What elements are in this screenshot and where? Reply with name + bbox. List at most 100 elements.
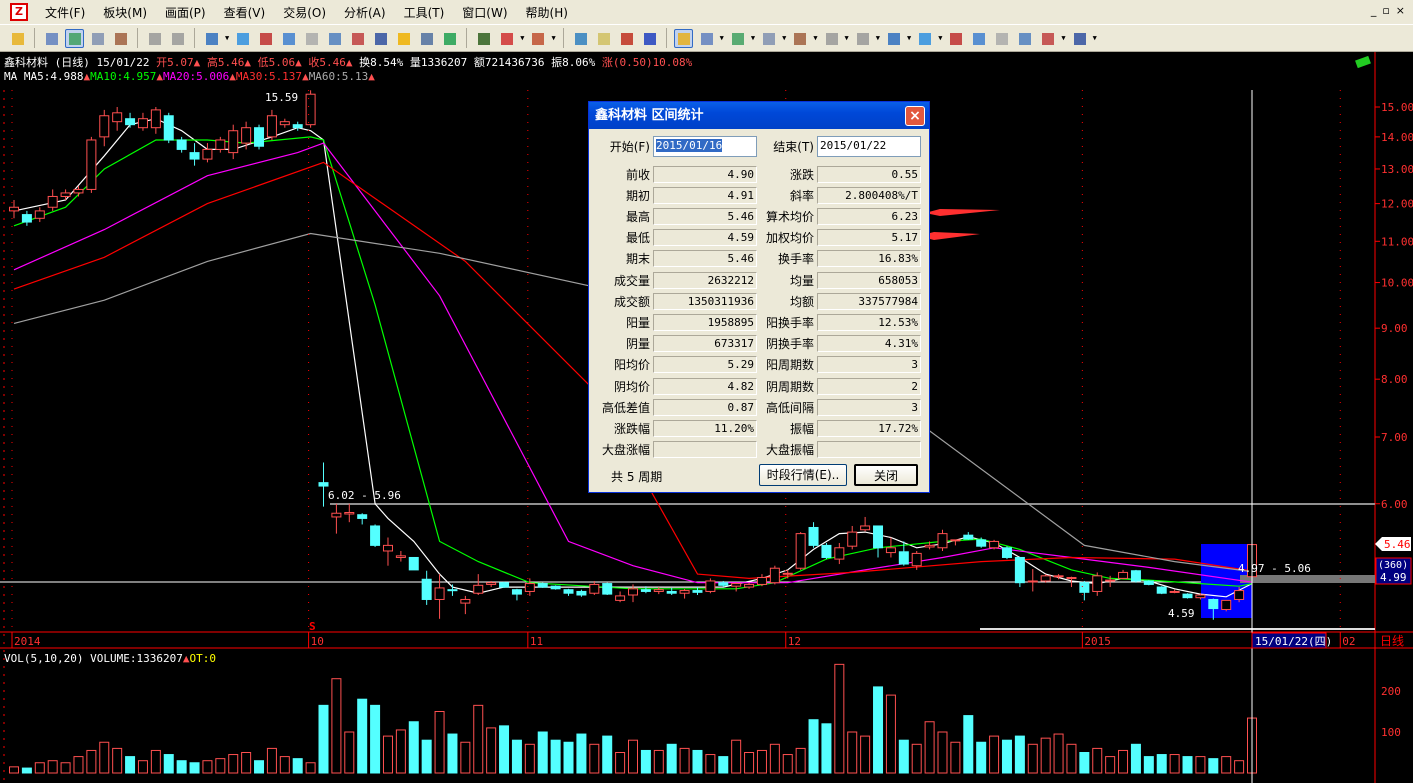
candle[interactable] — [318, 462, 329, 507]
candle[interactable] — [640, 586, 651, 594]
dropdown-arrow-icon[interactable]: ▼ — [906, 34, 912, 42]
copy-icon[interactable] — [325, 29, 344, 48]
candle[interactable] — [756, 574, 767, 587]
candle[interactable] — [486, 580, 497, 588]
candle[interactable] — [408, 556, 419, 571]
candle[interactable] — [511, 588, 522, 601]
candle[interactable] — [576, 589, 587, 597]
candle[interactable] — [898, 541, 909, 566]
period-label[interactable]: 日线 — [1380, 634, 1404, 648]
candle[interactable] — [1040, 574, 1051, 583]
candle[interactable] — [292, 121, 303, 131]
dropdown-arrow-icon[interactable]: ▼ — [813, 34, 818, 42]
candle[interactable] — [537, 582, 548, 588]
candle[interactable] — [834, 543, 845, 565]
candle[interactable] — [1001, 546, 1012, 560]
settings-icon[interactable] — [1070, 29, 1089, 48]
candle[interactable] — [370, 524, 381, 547]
candle[interactable] — [254, 124, 265, 150]
dropdown-arrow-icon[interactable]: ▼ — [782, 34, 787, 42]
start-date-input[interactable]: 2015/01/16 — [653, 135, 757, 157]
candle[interactable] — [305, 90, 316, 128]
menu-file[interactable]: 文件(F) — [45, 5, 86, 20]
chart-icon[interactable] — [65, 28, 84, 48]
status-icon[interactable] — [1355, 55, 1371, 69]
candle[interactable] — [163, 112, 174, 144]
dropdown-arrow-icon[interactable]: ▼ — [1092, 34, 1097, 42]
dropdown-arrow-icon[interactable]: ▼ — [1061, 34, 1066, 42]
candle[interactable] — [873, 525, 884, 558]
candle[interactable] — [34, 207, 45, 223]
grid-icon[interactable] — [759, 29, 778, 48]
period-quote-button[interactable]: 时段行情(E).. — [759, 464, 847, 486]
candle[interactable] — [21, 210, 32, 226]
candle[interactable] — [344, 503, 355, 523]
candle[interactable] — [447, 584, 458, 596]
line-icon[interactable] — [697, 29, 716, 48]
dropdown-arrow-icon[interactable]: ▼ — [719, 34, 724, 42]
ruler-icon[interactable] — [279, 29, 298, 48]
candle[interactable] — [1195, 593, 1206, 600]
candle[interactable] — [1079, 580, 1090, 601]
candle[interactable] — [473, 574, 484, 595]
menu-trade[interactable]: 交易(O) — [283, 5, 326, 20]
candle[interactable] — [795, 532, 806, 570]
candle[interactable] — [421, 570, 432, 605]
candle[interactable] — [1066, 576, 1077, 588]
candle[interactable] — [911, 550, 922, 570]
candle[interactable] — [666, 587, 677, 595]
candle[interactable] — [950, 539, 961, 546]
menu-sector[interactable]: 板块(M) — [103, 5, 147, 20]
color-icon[interactable] — [1038, 29, 1057, 48]
candle[interactable] — [395, 550, 406, 562]
candle[interactable] — [1053, 574, 1064, 580]
copy-draw-icon[interactable] — [969, 29, 988, 48]
minimize-button[interactable]: _ — [1370, 4, 1377, 17]
stock-list-icon[interactable] — [42, 29, 61, 48]
letter-icon[interactable] — [946, 29, 965, 48]
candle[interactable] — [976, 537, 987, 548]
monitor-icon[interactable] — [571, 29, 590, 48]
zoom-in-icon[interactable] — [256, 29, 275, 48]
menu-help[interactable]: 帮助(H) — [525, 5, 568, 20]
candle[interactable] — [9, 200, 19, 219]
report-icon[interactable] — [371, 29, 390, 48]
candle[interactable] — [86, 136, 97, 193]
candle[interactable] — [460, 595, 471, 615]
switch-icon[interactable] — [202, 29, 221, 48]
candle[interactable] — [228, 124, 239, 160]
candle[interactable] — [885, 537, 896, 558]
candle[interactable] — [653, 587, 664, 595]
updown-icon[interactable] — [617, 29, 636, 48]
candle[interactable] — [266, 109, 277, 140]
dialog-close-icon[interactable]: × — [905, 106, 925, 126]
candle[interactable] — [241, 121, 252, 150]
candle[interactable] — [937, 529, 948, 551]
undo-icon[interactable] — [145, 29, 164, 48]
candle[interactable] — [615, 591, 626, 603]
candle[interactable] — [1027, 569, 1038, 592]
channel-icon[interactable] — [822, 29, 841, 48]
menu-analysis[interactable]: 分析(A) — [344, 5, 386, 20]
dropdown-arrow-icon[interactable]: ▼ — [225, 34, 230, 42]
close-button[interactable]: 关闭 — [854, 464, 918, 486]
kline-icon[interactable] — [474, 29, 493, 48]
candle[interactable] — [1130, 569, 1141, 583]
candle[interactable] — [357, 513, 368, 525]
close-window-button[interactable]: × — [1395, 4, 1405, 17]
tools-icon[interactable] — [111, 29, 130, 48]
candle[interactable] — [1014, 556, 1025, 588]
list-icon[interactable] — [497, 29, 516, 48]
candle[interactable] — [176, 136, 187, 153]
candle[interactable] — [563, 588, 574, 596]
candle[interactable] — [1182, 593, 1193, 599]
candle[interactable] — [1169, 589, 1180, 594]
candle[interactable] — [1208, 598, 1219, 620]
dialog-title-bar[interactable]: 鑫科材料 区间统计 × — [589, 102, 929, 129]
candle[interactable] — [150, 107, 161, 134]
scroll-icon[interactable] — [594, 29, 613, 48]
candle[interactable] — [628, 584, 638, 603]
candle[interactable] — [112, 107, 123, 131]
help-icon[interactable] — [640, 29, 659, 48]
